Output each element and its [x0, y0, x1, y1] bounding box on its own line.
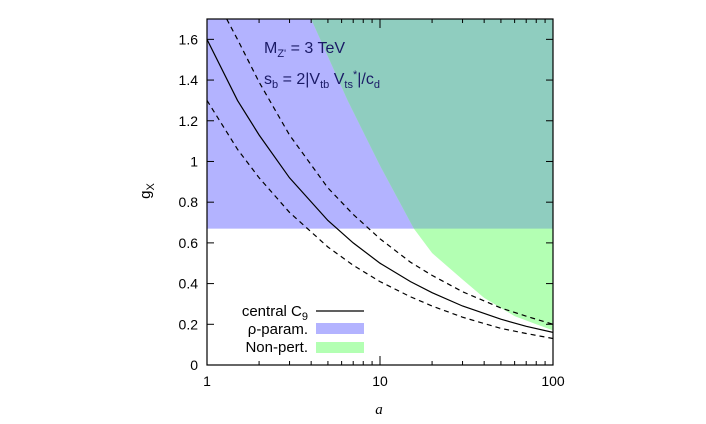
x-tick-label: 10	[372, 373, 388, 389]
x-axis-label: a	[375, 402, 383, 418]
y-axis-label: gX	[137, 183, 157, 199]
axis-ticks: 0 0.2 0.4 0.6 0.8 1 1.2 1.4 1.6 1 10 100	[179, 19, 565, 389]
y-tick-label: 0.2	[179, 316, 199, 332]
annotation-sb-eq: = 2|V	[278, 71, 320, 88]
y-tick-label: 0.6	[179, 235, 199, 251]
annotation-sb-sub-tb: tb	[320, 79, 329, 91]
annotation-sb-sub-d: d	[374, 79, 380, 91]
legend: central C9 ρ-param. Non-pert.	[242, 303, 364, 356]
series-lines	[207, 19, 553, 340]
y-tick-label: 1	[190, 153, 198, 169]
annotation-mass: MZ' = 3 TeV	[264, 40, 345, 60]
y-tick-label: 1.2	[179, 113, 199, 129]
annotation-sb-star: *	[353, 69, 358, 81]
y-tick-label: 1.6	[179, 31, 199, 47]
annotation-mass-rest: = 3 TeV	[286, 40, 345, 57]
annotation-sb-sub-b: b	[272, 79, 278, 91]
legend-label-central-main: central C	[242, 303, 302, 320]
annotation-sb-s: s	[264, 71, 272, 88]
y-axis-label-sub: X	[145, 183, 157, 191]
legend-label-nonpert: Non-pert.	[245, 339, 308, 356]
y-axis-label-main: g	[137, 191, 154, 199]
series-line-0-solid	[207, 39, 553, 333]
y-tick-label: 0.4	[179, 276, 199, 292]
annotation-sb-v: V	[329, 71, 344, 88]
legend-label-central-sub: 9	[302, 311, 308, 323]
legend-swatch-rho	[316, 323, 364, 334]
x-tick-label: 100	[541, 373, 565, 389]
y-tick-label: 0.8	[179, 194, 199, 210]
annotation-sb-cd: |/c	[357, 71, 374, 88]
annotation-mass-main: M	[264, 40, 277, 57]
region-overlap	[311, 19, 553, 229]
y-tick-label: 1.4	[179, 72, 199, 88]
annotation-sb-sub-ts: ts	[344, 79, 353, 91]
annotation-sb: sb = 2|Vtb Vts*|/cd	[264, 69, 380, 91]
x-tick-label: 1	[203, 373, 211, 389]
legend-label-rho: ρ-param.	[248, 321, 308, 338]
legend-swatch-nonpert	[316, 342, 364, 353]
annotation-mass-sub: Z'	[277, 48, 286, 60]
series-line-1-dashed	[226, 19, 553, 325]
legend-label-central: central C9	[242, 303, 308, 323]
y-tick-label: 0	[190, 357, 198, 373]
shaded-regions	[207, 19, 553, 331]
series-line-2-dashed	[207, 100, 553, 340]
